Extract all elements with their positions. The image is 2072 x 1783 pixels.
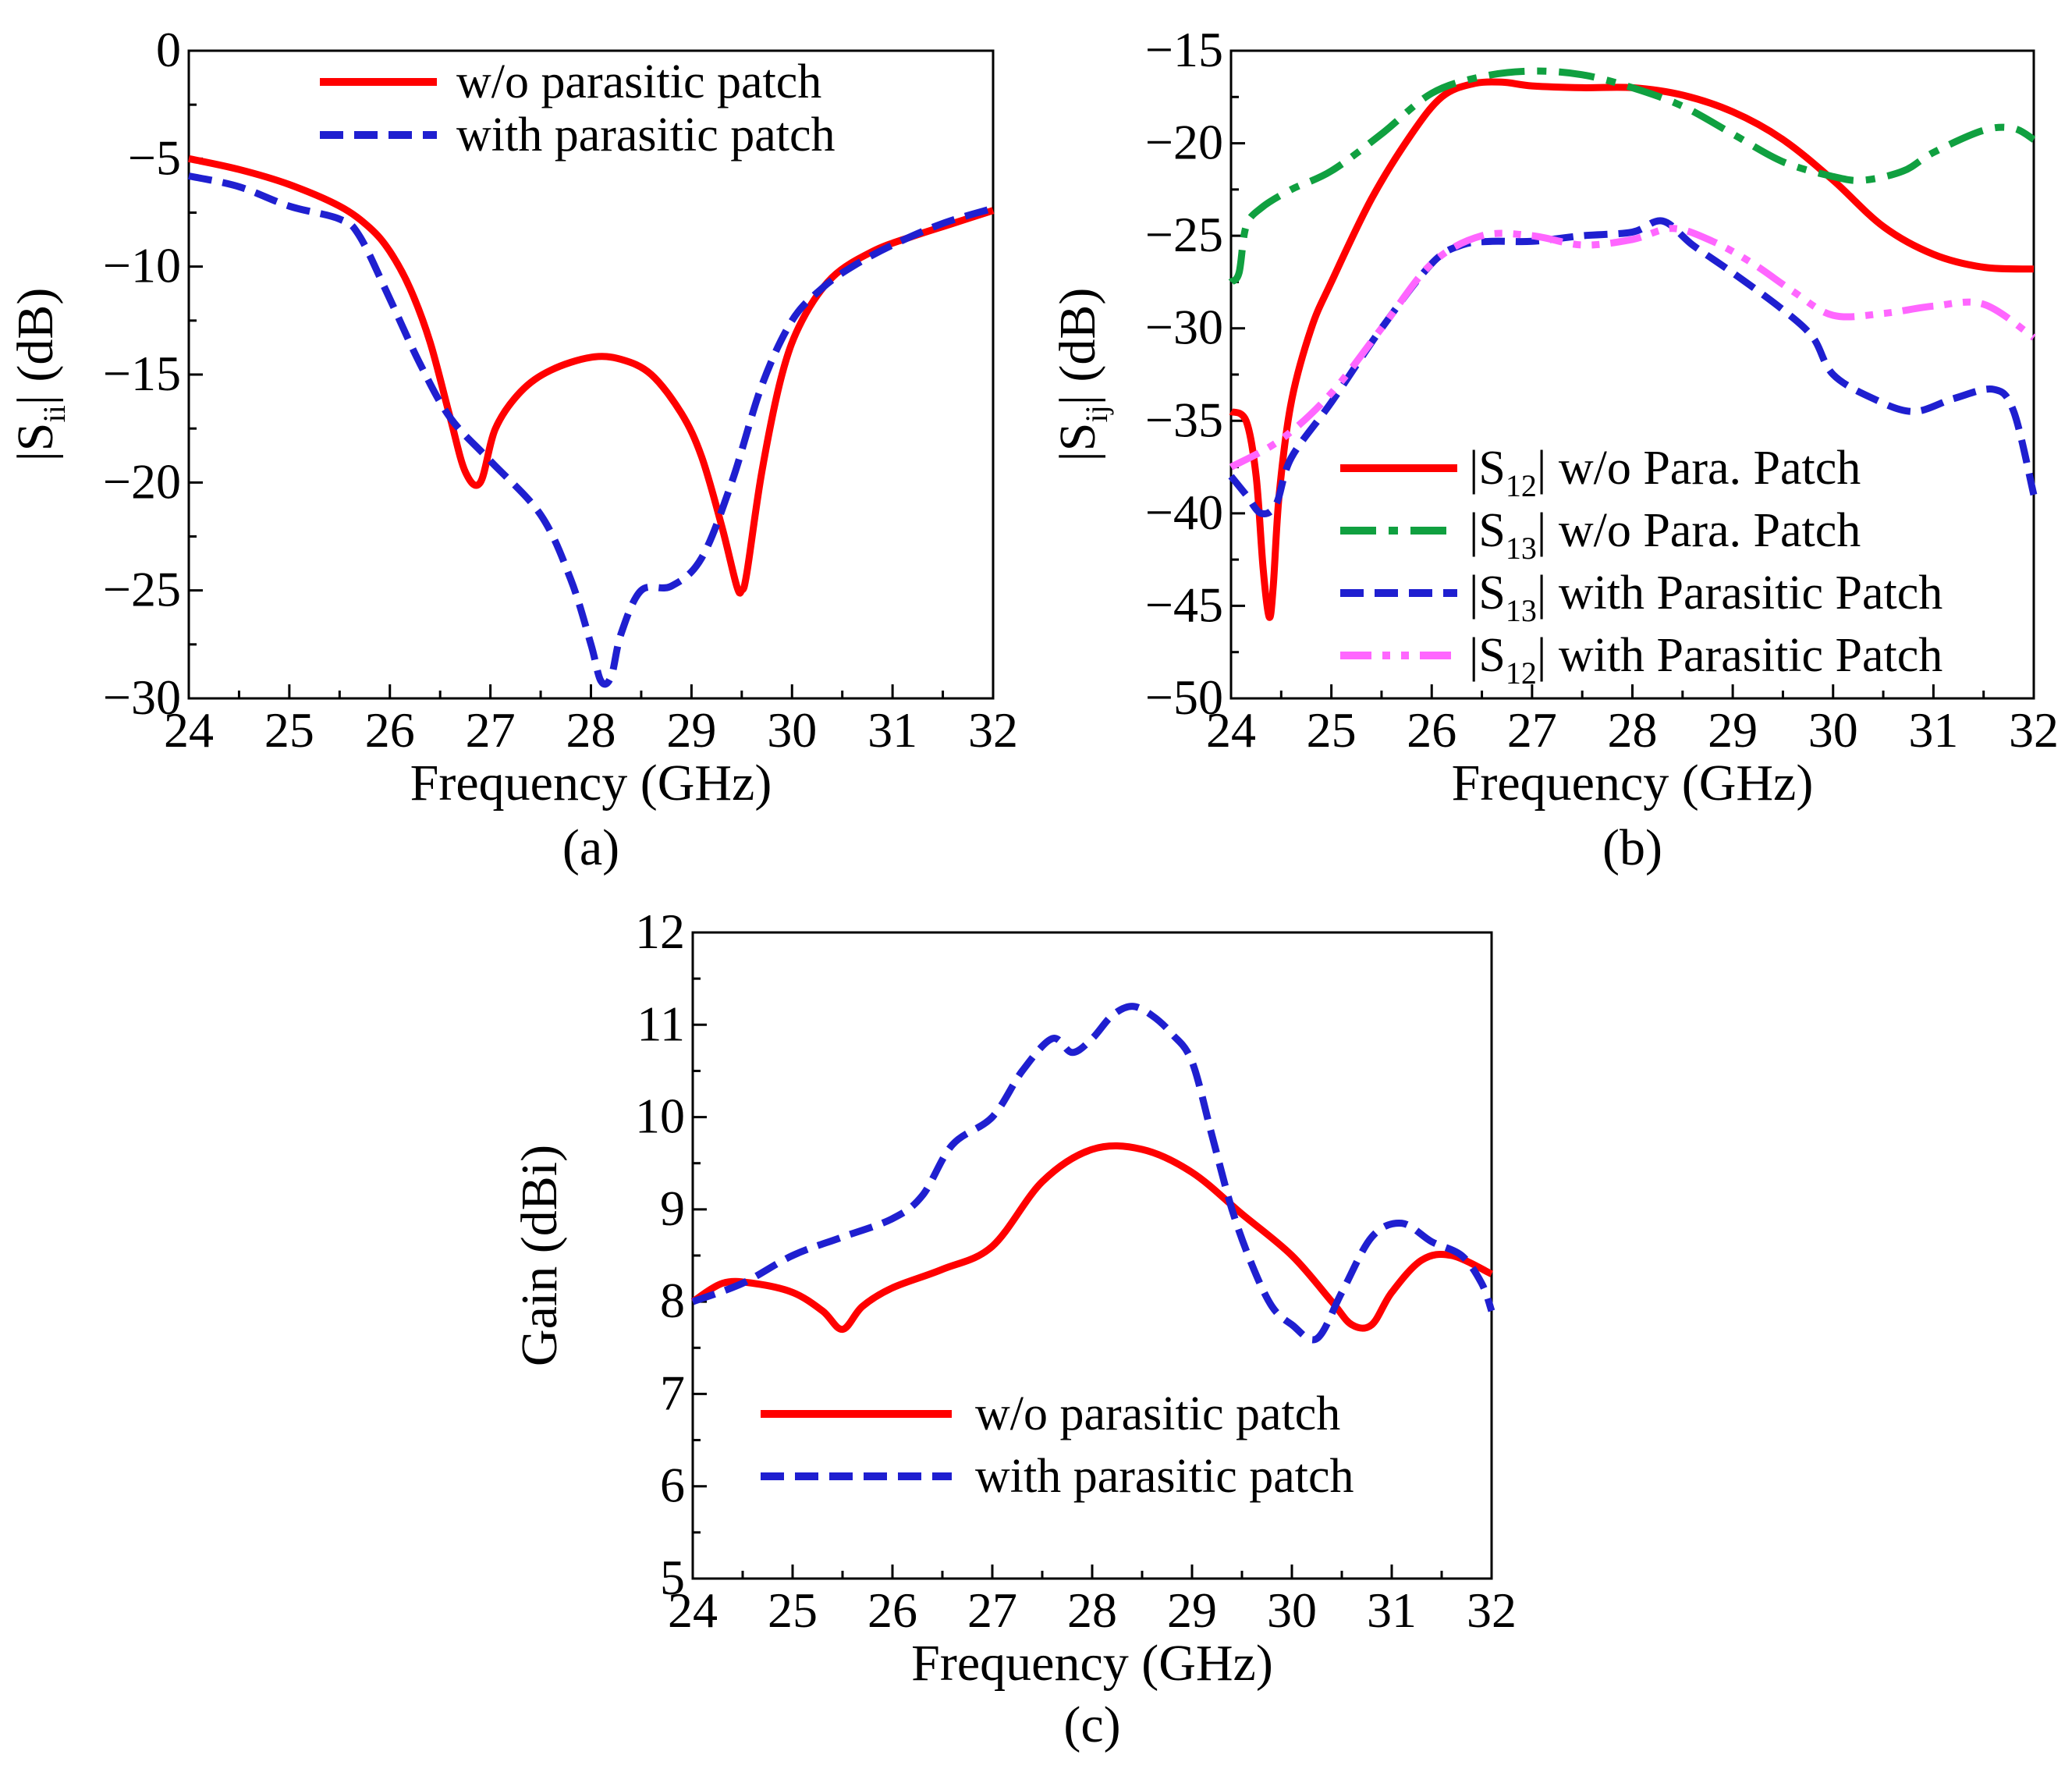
y-axis-label: Gain (dBi) bbox=[511, 1145, 568, 1366]
x-tick-label: 30 bbox=[1808, 702, 1858, 758]
panel-caption: (a) bbox=[562, 819, 619, 876]
y-tick-label: 8 bbox=[660, 1273, 685, 1328]
y-tick-label: −25 bbox=[103, 562, 181, 617]
x-axis-label: Frequency (GHz) bbox=[410, 755, 772, 812]
x-tick-label: 30 bbox=[1267, 1582, 1317, 1638]
x-tick-label: 25 bbox=[768, 1582, 818, 1638]
y-tick-label: 9 bbox=[660, 1181, 685, 1236]
y-axis-label: |Sii| (dB) bbox=[7, 288, 72, 462]
x-tick-label: 25 bbox=[264, 702, 314, 758]
x-tick-label: 29 bbox=[666, 702, 716, 758]
panel-caption: (c) bbox=[1063, 1696, 1120, 1753]
x-tick-label: 28 bbox=[1608, 702, 1658, 758]
y-tick-label: 10 bbox=[635, 1089, 685, 1144]
legend-label: w/o parasitic patch bbox=[456, 55, 821, 108]
panel-b: 24 25 26 27 28 29 30 31 32 −50 −45 −40 −35 −30 −25 −20 −… bbox=[1049, 22, 2059, 876]
y-tick-label: 11 bbox=[637, 996, 685, 1051]
series-line-2 bbox=[188, 172, 995, 688]
x-axis-label: Frequency (GHz) bbox=[911, 1635, 1273, 1692]
x-tick-label: 26 bbox=[365, 702, 415, 758]
series-line-2 bbox=[691, 1003, 1495, 1344]
y-tick-label: −50 bbox=[1145, 670, 1223, 725]
y-tick-label: −35 bbox=[1145, 392, 1223, 447]
x-tick-label: 31 bbox=[1367, 1582, 1417, 1638]
y-tick-label: 6 bbox=[660, 1458, 685, 1513]
series-line-1 bbox=[188, 155, 995, 597]
x-tick-label: 28 bbox=[566, 702, 616, 758]
panel-caption: (b) bbox=[1602, 819, 1662, 876]
y-tick-label: 12 bbox=[635, 904, 685, 959]
panel-c: 24 25 26 27 28 29 30 31 32 5 6 7 8 9 10 11 12 Frequency (… bbox=[511, 904, 1517, 1753]
legend-label: |S13| with Parasitic Patch bbox=[1469, 567, 1942, 628]
series-line-4 bbox=[1229, 225, 2036, 471]
x-tick-label: 25 bbox=[1307, 702, 1357, 758]
series-line-2 bbox=[1228, 67, 2036, 286]
legend-label: with parasitic patch bbox=[456, 108, 836, 162]
x-tick-label: 28 bbox=[1067, 1582, 1117, 1638]
y-tick-label: 5 bbox=[660, 1550, 685, 1605]
x-tick-label: 32 bbox=[1467, 1582, 1517, 1638]
x-tick-label: 24 bbox=[668, 1582, 718, 1638]
x-tick-label: 26 bbox=[867, 1582, 917, 1638]
x-tick-label: 29 bbox=[1708, 702, 1758, 758]
x-tick-label: 32 bbox=[968, 702, 1018, 758]
y-tick-label: −20 bbox=[1145, 115, 1223, 170]
x-tick-label: 27 bbox=[967, 1582, 1017, 1638]
legend-label: |S12| with Parasitic Patch bbox=[1469, 629, 1942, 691]
y-tick-label: −30 bbox=[103, 670, 181, 725]
x-tick-label: 31 bbox=[1908, 702, 1958, 758]
x-tick-label: 27 bbox=[466, 702, 516, 758]
y-tick-label: −10 bbox=[103, 238, 181, 293]
x-tick-label: 32 bbox=[2009, 702, 2059, 758]
series-line-1 bbox=[690, 1142, 1494, 1334]
y-tick-label: 7 bbox=[660, 1365, 685, 1420]
x-tick-label: 24 bbox=[1206, 702, 1256, 758]
legend-label: with parasitic patch bbox=[975, 1450, 1354, 1503]
y-tick-label: −5 bbox=[128, 130, 181, 185]
x-tick-label: 29 bbox=[1167, 1582, 1217, 1638]
x-tick-label: 27 bbox=[1507, 702, 1557, 758]
series-line-3 bbox=[1228, 217, 2038, 518]
panel-a: 24 25 26 27 28 29 30 31 32 −30 −25 −20 −15 −10 −5 0 Freq… bbox=[7, 22, 1018, 876]
y-tick-label: −15 bbox=[1145, 22, 1223, 77]
y-axis-label: |Sij| (dB) bbox=[1049, 288, 1114, 462]
y-tick-label: −25 bbox=[1145, 207, 1223, 262]
x-tick-label: 24 bbox=[164, 702, 214, 758]
legend-label: |S13| w/o Para. Patch bbox=[1469, 504, 1861, 566]
y-tick-label: −45 bbox=[1145, 577, 1223, 632]
y-tick-label: −20 bbox=[103, 453, 181, 509]
legend-label: |S12| w/o Para. Patch bbox=[1469, 442, 1861, 503]
x-tick-label: 30 bbox=[767, 702, 817, 758]
y-tick-label: −15 bbox=[103, 346, 181, 401]
legend-label: w/o parasitic patch bbox=[975, 1387, 1340, 1440]
y-tick-label: −40 bbox=[1145, 485, 1223, 540]
y-tick-label: −30 bbox=[1145, 300, 1223, 355]
x-tick-label: 31 bbox=[867, 702, 917, 758]
x-tick-label: 26 bbox=[1407, 702, 1456, 758]
y-tick-label: 0 bbox=[156, 22, 181, 77]
x-axis-label: Frequency (GHz) bbox=[1452, 755, 1814, 812]
